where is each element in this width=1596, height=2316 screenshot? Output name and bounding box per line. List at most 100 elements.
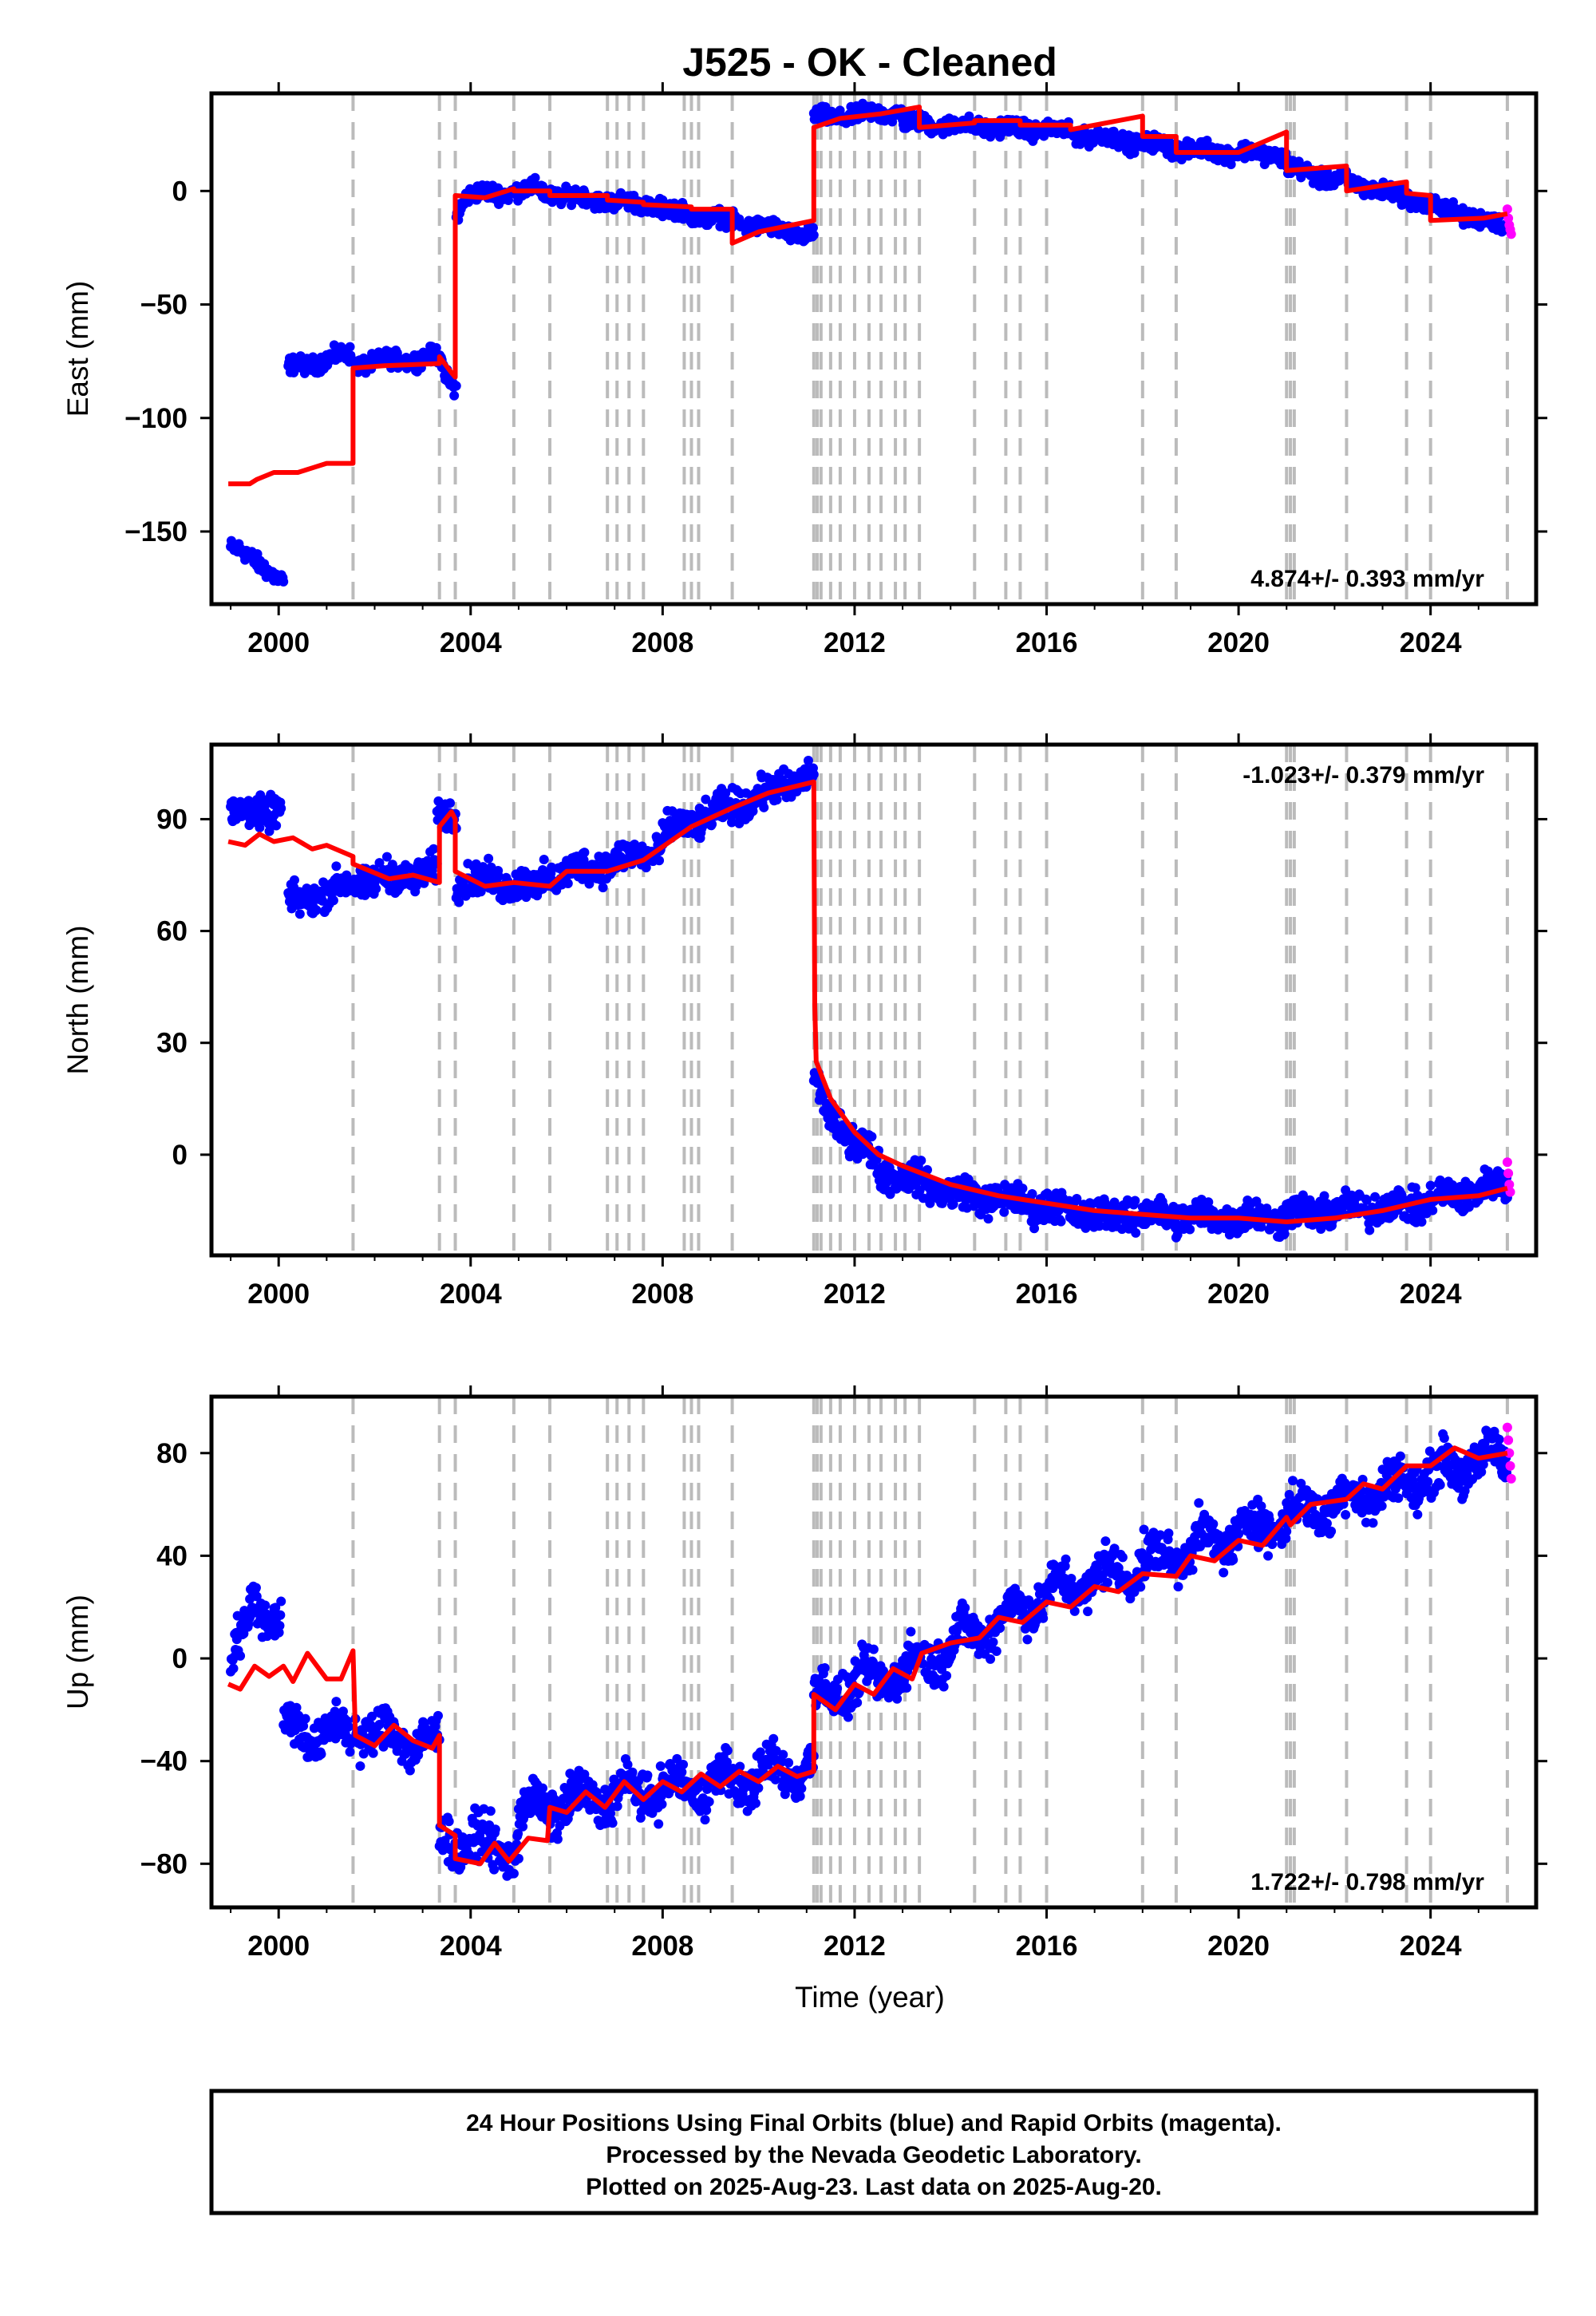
final-orbit-point	[916, 1156, 926, 1166]
final-orbit-point	[1109, 130, 1120, 140]
final-orbit-point	[374, 1720, 385, 1730]
x-tick-label: 2008	[631, 1279, 693, 1310]
final-orbit-point	[1428, 1205, 1438, 1215]
y-axis-label: East (mm)	[61, 281, 94, 417]
final-orbit-point	[902, 1682, 912, 1693]
final-orbit-point	[331, 1697, 342, 1707]
final-orbit-point	[796, 1784, 807, 1794]
final-orbit-point	[494, 871, 504, 882]
final-orbit-point	[355, 1761, 365, 1771]
x-tick-label: 2024	[1400, 1279, 1462, 1310]
final-orbit-point	[867, 1132, 877, 1142]
final-orbit-point	[260, 1600, 271, 1611]
y-tick-label: −150	[124, 516, 188, 547]
x-tick-label: 2016	[1016, 1279, 1078, 1310]
plot-area	[226, 745, 1515, 1255]
final-orbit-point	[275, 1610, 286, 1620]
final-orbit-point	[704, 1796, 714, 1807]
final-orbit-point	[722, 1745, 733, 1756]
final-orbit-point	[627, 1767, 638, 1777]
final-orbit-point	[1361, 1195, 1372, 1205]
y-tick-label: 30	[156, 1028, 188, 1059]
y-axis-label: North (mm)	[61, 925, 94, 1074]
x-tick-label: 2000	[247, 1279, 310, 1310]
final-orbit-point	[726, 817, 737, 828]
final-orbit-point	[755, 1747, 765, 1757]
final-orbit-point	[316, 1749, 326, 1760]
final-orbit-point	[371, 883, 381, 894]
final-orbit-point	[772, 795, 782, 805]
final-orbit-point	[513, 1828, 523, 1839]
y-tick-label: 60	[156, 916, 188, 947]
final-orbit-point	[1017, 1184, 1028, 1194]
final-orbit-point	[444, 1816, 454, 1827]
final-orbit-point	[579, 1769, 590, 1780]
x-tick-label: 2024	[1400, 627, 1462, 658]
final-orbit-point	[878, 1666, 888, 1676]
final-orbit-point	[784, 1757, 794, 1768]
rapid-orbit-point	[1506, 229, 1516, 239]
final-orbit-point	[567, 200, 577, 211]
final-orbit-point	[835, 105, 845, 116]
final-orbit-point	[476, 887, 486, 897]
final-orbit-point	[852, 1697, 863, 1708]
final-orbit-point	[1226, 159, 1236, 169]
chart-title: J525 - OK - Cleaned	[682, 40, 1057, 85]
final-orbit-point	[454, 897, 464, 907]
final-orbit-point	[655, 1761, 666, 1772]
final-orbit-point	[768, 1733, 779, 1744]
final-orbit-point	[1410, 1183, 1420, 1193]
up-panel: 2000 2004 2008 2012 2016 2020 2024−80−4004080U…	[61, 1385, 1547, 1962]
final-orbit-point	[1425, 1180, 1436, 1191]
x-tick-label: 2012	[824, 627, 886, 658]
final-orbit-point	[276, 1596, 286, 1607]
final-orbit-point	[381, 852, 392, 862]
final-orbit-point	[925, 1198, 935, 1208]
final-orbit-point	[1203, 1197, 1214, 1207]
final-orbit-point	[677, 1767, 687, 1777]
rapid-orbit-point	[1502, 204, 1512, 215]
final-orbit-point	[654, 856, 665, 866]
final-orbit-point	[820, 1663, 830, 1674]
x-tick-label: 2008	[631, 627, 693, 658]
velocity-rate-label: 4.874+/- 0.393 mm/yr	[1250, 566, 1484, 592]
final-orbit-point	[1370, 1192, 1381, 1202]
final-orbit-point	[433, 1710, 443, 1721]
final-orbit-point	[1416, 1216, 1427, 1227]
final-orbit-point	[579, 848, 590, 858]
y-tick-label: 90	[156, 804, 188, 835]
final-orbit-point	[345, 342, 355, 352]
final-orbit-point	[489, 1864, 500, 1875]
final-orbit-point	[311, 905, 322, 915]
final-orbit-point	[1365, 1225, 1375, 1235]
final-orbit-point	[808, 769, 819, 780]
final-orbit-point	[1131, 1227, 1141, 1238]
final-orbit-point	[274, 1627, 284, 1638]
final-orbit-point	[700, 1815, 710, 1825]
final-orbit-point	[1185, 1224, 1195, 1235]
final-orbit-point	[345, 1747, 355, 1757]
final-orbit-point	[300, 1713, 310, 1724]
final-orbit-point	[405, 1765, 415, 1776]
final-orbit-point	[328, 895, 338, 906]
final-orbit-point	[251, 1591, 262, 1602]
final-orbit-point	[906, 1626, 916, 1637]
final-orbit-point	[868, 1644, 879, 1654]
final-orbit-point	[1464, 1202, 1474, 1212]
x-tick-label: 2004	[440, 627, 502, 658]
final-orbit-point	[530, 172, 540, 183]
final-orbit-point	[598, 883, 608, 893]
final-orbit-point	[346, 1739, 356, 1749]
plot-area	[226, 1397, 1516, 1907]
final-orbit-point	[808, 223, 818, 233]
final-orbit-point	[607, 1818, 618, 1828]
final-orbit-point	[983, 1214, 994, 1224]
final-orbit-point	[294, 909, 305, 919]
final-orbit-point	[291, 1702, 302, 1713]
final-orbit-point	[251, 1583, 261, 1593]
final-orbit-point	[275, 1620, 285, 1630]
final-orbit-point	[701, 794, 711, 804]
final-orbit-point	[622, 1760, 633, 1770]
final-orbit-point	[1202, 135, 1212, 145]
